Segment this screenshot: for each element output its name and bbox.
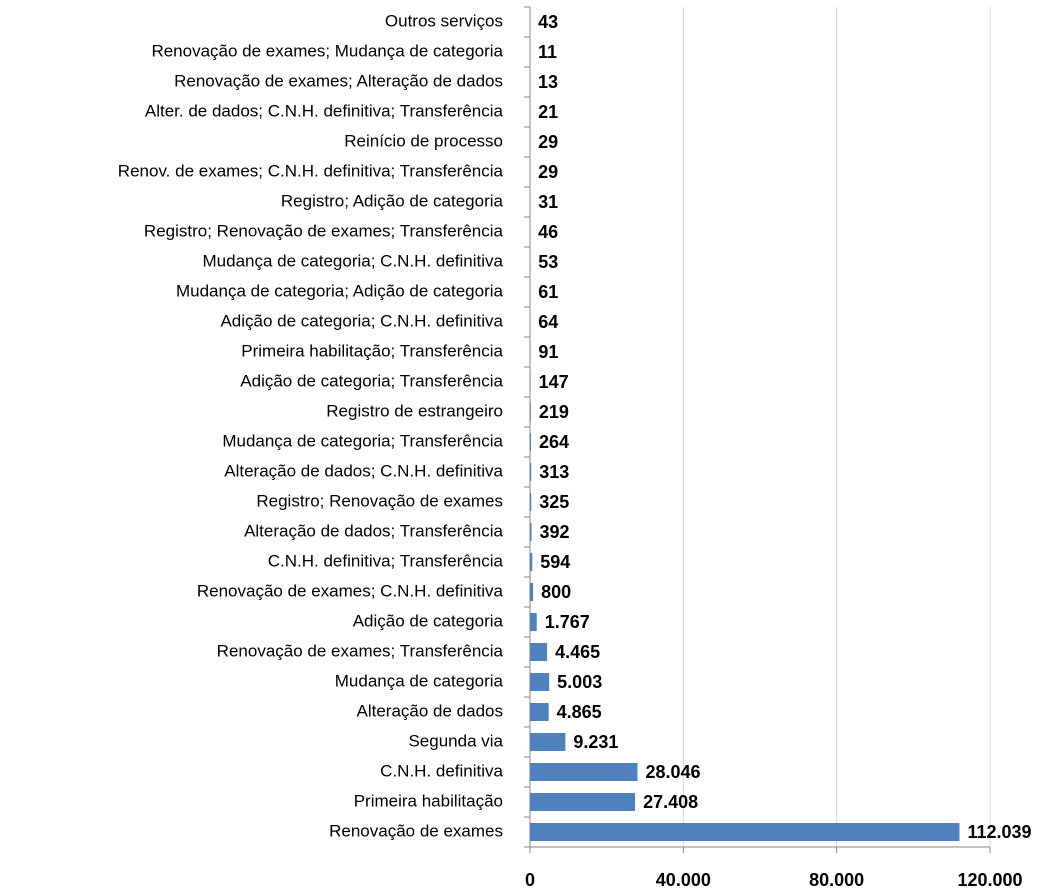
value-label: 4.465 [555, 642, 600, 662]
value-label: 11 [538, 42, 557, 62]
y-tick-label: Alter. de dados; C.N.H. definitiva; Tran… [145, 101, 504, 120]
bar [530, 493, 532, 511]
value-label: 29 [538, 162, 558, 182]
x-tick-label: 120.000 [957, 870, 1022, 890]
x-tick-label: 0 [525, 870, 535, 890]
value-label: 147 [539, 372, 569, 392]
y-tick-label: Mudança de categoria; Adição de categori… [176, 281, 504, 300]
value-label: 27.408 [643, 792, 698, 812]
value-label: 112.039 [967, 822, 1031, 842]
bar [530, 763, 638, 781]
bar [530, 673, 550, 691]
x-tick-label: 40.000 [656, 870, 711, 890]
y-tick-label: Alteração de dados; C.N.H. definitiva [224, 461, 503, 480]
y-tick-label: Reinício de processo [344, 131, 503, 150]
value-label: 31 [538, 192, 558, 212]
value-label: 392 [540, 522, 570, 542]
y-tick-label: Registro de estrangeiro [326, 401, 503, 420]
bar [530, 463, 532, 481]
y-tick-label: Renovação de exames; Mudança de categori… [151, 41, 503, 60]
bar [530, 433, 532, 451]
y-tick-label: Alteração de dados; Transferência [244, 521, 503, 540]
value-label: 800 [541, 582, 571, 602]
y-tick-label: Segunda via [408, 731, 503, 750]
value-label: 4.865 [557, 702, 602, 722]
value-label: 28.046 [646, 762, 701, 782]
value-label: 219 [539, 402, 569, 422]
value-label: 46 [538, 222, 558, 242]
y-tick-label: Renovação de exames; Transferência [217, 641, 504, 660]
bar [530, 643, 548, 661]
value-label: 21 [538, 102, 558, 122]
bar [530, 403, 531, 421]
bar [530, 553, 533, 571]
y-tick-label: Renovação de exames [329, 821, 503, 840]
bar [530, 583, 534, 601]
value-label: 91 [538, 342, 558, 362]
y-tick-label: Renovação de exames; Alteração de dados [174, 71, 503, 90]
value-label: 1.767 [545, 612, 590, 632]
value-label: 43 [538, 12, 558, 32]
bar [530, 523, 532, 541]
value-label: 13 [538, 72, 558, 92]
x-tick-label: 80.000 [809, 870, 864, 890]
y-tick-label: Mudança de categoria [335, 671, 504, 690]
bar [530, 823, 960, 841]
y-tick-label: Registro; Renovação de exames [256, 491, 503, 510]
bar [530, 733, 566, 751]
value-label: 61 [538, 282, 558, 302]
value-label: 53 [538, 252, 558, 272]
bar [530, 373, 531, 391]
y-tick-label: Outros serviços [385, 11, 503, 30]
y-tick-label: Mudança de categoria; C.N.H. definitiva [203, 251, 504, 270]
y-tick-label: Renov. de exames; C.N.H. definitiva; Tra… [118, 161, 504, 180]
y-tick-label: Primeira habilitação [354, 791, 503, 810]
y-tick-label: Registro; Renovação de exames; Transferê… [144, 221, 504, 240]
y-tick-label: Registro; Adição de categoria [281, 191, 504, 210]
value-label: 9.231 [573, 732, 618, 752]
value-label: 594 [540, 552, 570, 572]
y-tick-label: Adição de categoria; C.N.H. definitiva [220, 311, 503, 330]
value-label: 64 [538, 312, 558, 332]
value-label: 264 [539, 432, 569, 452]
bar [530, 703, 549, 721]
y-tick-label: Mudança de categoria; Transferência [222, 431, 503, 450]
value-label: 29 [538, 132, 558, 152]
y-tick-label: Primeira habilitação; Transferência [241, 341, 503, 360]
value-label: 313 [539, 462, 569, 482]
y-tick-label: Adição de categoria; Transferência [240, 371, 503, 390]
y-tick-label: C.N.H. definitiva [380, 761, 503, 780]
y-tick-label: Adição de categoria [353, 611, 504, 630]
value-label: 5.003 [557, 672, 602, 692]
value-label: 325 [539, 492, 569, 512]
bar [530, 613, 537, 631]
y-tick-label: Alteração de dados [357, 701, 504, 720]
y-tick-label: C.N.H. definitiva; Transferência [268, 551, 504, 570]
y-tick-label: Renovação de exames; C.N.H. definitiva [197, 581, 504, 600]
bar [530, 793, 636, 811]
